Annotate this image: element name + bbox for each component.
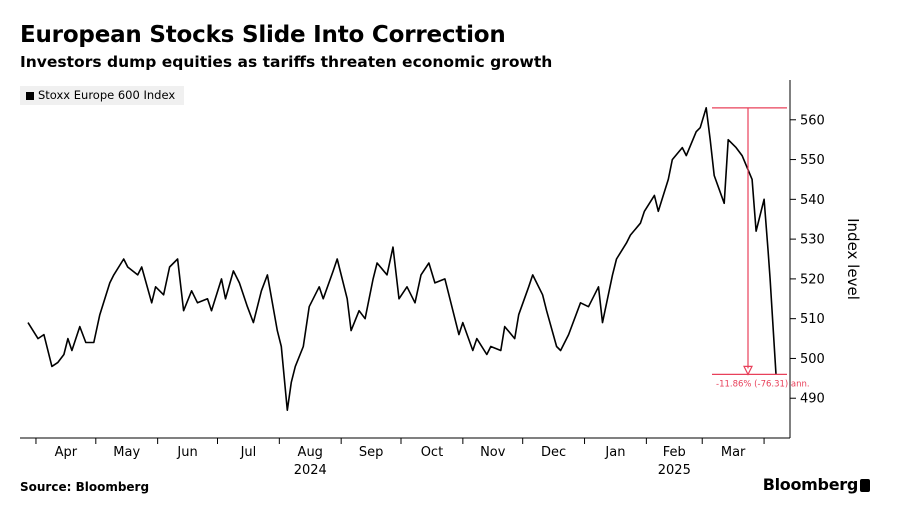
y-tick-label: 520 — [800, 272, 825, 287]
x-tick-label: Dec — [541, 445, 566, 460]
chart-title: European Stocks Slide Into Correction — [20, 22, 506, 48]
y-tick-label: 550 — [800, 153, 825, 168]
y-tick-label: 560 — [800, 113, 825, 128]
y-tick-label: 540 — [800, 193, 825, 208]
x-tick-label: Apr — [55, 445, 78, 460]
drawdown-label: -11.86% (-76.31) ann. — [716, 379, 810, 389]
y-tick-label: 530 — [800, 233, 825, 248]
brand-logo: Bloomberg — [762, 475, 859, 494]
source-note: Source: Bloomberg — [20, 480, 150, 494]
legend-swatch — [26, 91, 34, 100]
x-tick-label: Jul — [240, 445, 257, 460]
series-line — [27, 107, 777, 412]
legend: Stoxx Europe 600 Index — [20, 86, 184, 105]
x-tick-label: Oct — [421, 445, 443, 460]
x-year-label: 2025 — [658, 463, 691, 478]
y-tick-label: 490 — [800, 392, 825, 407]
legend-label: Stoxx Europe 600 Index — [38, 88, 176, 102]
x-tick-label: Mar — [721, 445, 746, 460]
x-tick-label: Sep — [359, 445, 384, 460]
x-tick-label: Jan — [604, 445, 625, 460]
x-year-label: 2024 — [294, 463, 327, 478]
y-tick-label: 500 — [800, 352, 825, 367]
x-tick-label: Nov — [480, 445, 506, 460]
y-axis-label: Index level — [844, 218, 862, 300]
x-tick-label: Jun — [176, 445, 197, 460]
x-tick-label: Aug — [298, 445, 323, 460]
terminal-icon — [860, 479, 870, 492]
y-tick-label: 510 — [800, 312, 825, 327]
chart-subtitle: Investors dump equities as tariffs threa… — [20, 53, 553, 71]
drawdown-arrow-head — [743, 365, 753, 376]
x-tick-label: Feb — [663, 445, 686, 460]
x-tick-label: May — [113, 445, 140, 460]
